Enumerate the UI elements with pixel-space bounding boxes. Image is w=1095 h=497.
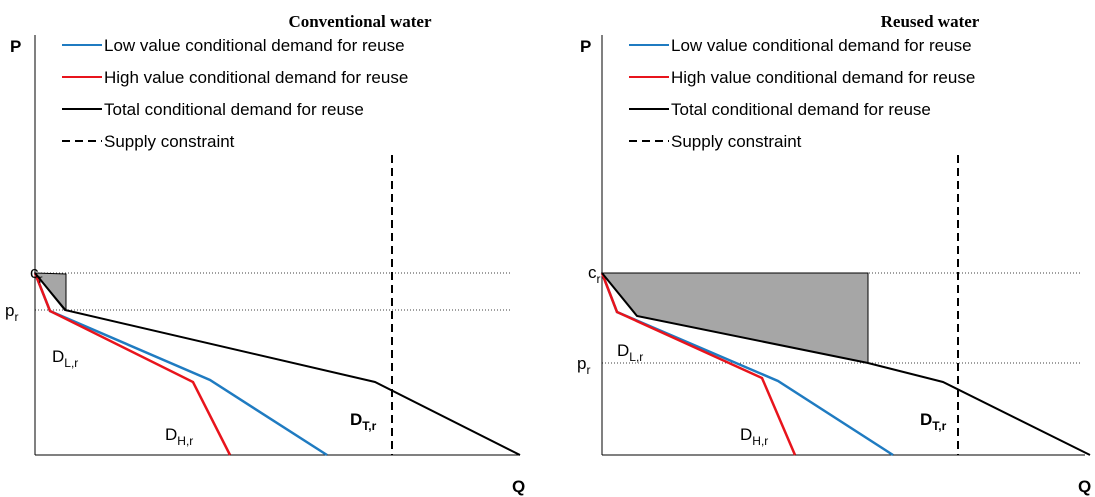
label-base: c: [30, 263, 39, 282]
legend-label: Low value conditional demand for reuse: [104, 36, 405, 55]
total-demand: [601, 272, 1091, 456]
label-sub: L,r: [629, 350, 643, 364]
label-base: p: [5, 301, 14, 320]
legend-label: Supply constraint: [104, 132, 235, 151]
label-base: D: [350, 410, 362, 429]
legend-label: High value conditional demand for reuse: [104, 68, 408, 87]
label-base: D: [920, 410, 932, 429]
label-sub: r: [586, 363, 590, 377]
subscript-label: DT,r: [920, 410, 947, 433]
label-sub: H,r: [752, 434, 768, 448]
label-base: p: [577, 354, 586, 373]
label-sub: T,r: [932, 419, 946, 433]
label-base: D: [52, 347, 64, 366]
high-value-demand: [33, 272, 232, 456]
y-axis-label: P: [10, 37, 21, 56]
legend-label: Total conditional demand for reuse: [671, 100, 931, 119]
label-sub: T,r: [362, 419, 376, 433]
legend-label: Total conditional demand for reuse: [104, 100, 364, 119]
label-sub: L,r: [64, 356, 78, 370]
label-base: c: [588, 263, 597, 282]
label-base: D: [617, 341, 629, 360]
label-base: D: [165, 425, 177, 444]
label-sub: r: [14, 310, 18, 324]
subscript-label: pr: [5, 301, 18, 324]
total-demand: [34, 272, 521, 456]
legend-label: Supply constraint: [671, 132, 802, 151]
subscript-label: DH,r: [740, 425, 768, 448]
subscript-label: DL,r: [617, 341, 643, 364]
label-base: D: [740, 425, 752, 444]
subscript-label: DL,r: [52, 347, 78, 370]
label-sub: r: [39, 272, 43, 286]
subscript-label: pr: [577, 354, 590, 377]
legend-label: Low value conditional demand for reuse: [671, 36, 972, 55]
label-sub: H,r: [177, 434, 193, 448]
subscript-label: DH,r: [165, 425, 193, 448]
y-axis-label: P: [580, 37, 591, 56]
x-axis-label: Q: [512, 477, 525, 496]
panel-title: Reused water: [881, 12, 980, 31]
subscript-label: cr: [30, 263, 43, 286]
low-value-demand: [33, 272, 328, 457]
panel-title: Conventional water: [288, 12, 432, 31]
legend-label: High value conditional demand for reuse: [671, 68, 975, 87]
x-axis-label: Q: [1078, 477, 1091, 496]
high-value-demand: [600, 272, 797, 456]
subscript-label: DT,r: [350, 410, 377, 433]
subscript-label: cr: [588, 263, 601, 286]
label-sub: r: [597, 272, 601, 286]
